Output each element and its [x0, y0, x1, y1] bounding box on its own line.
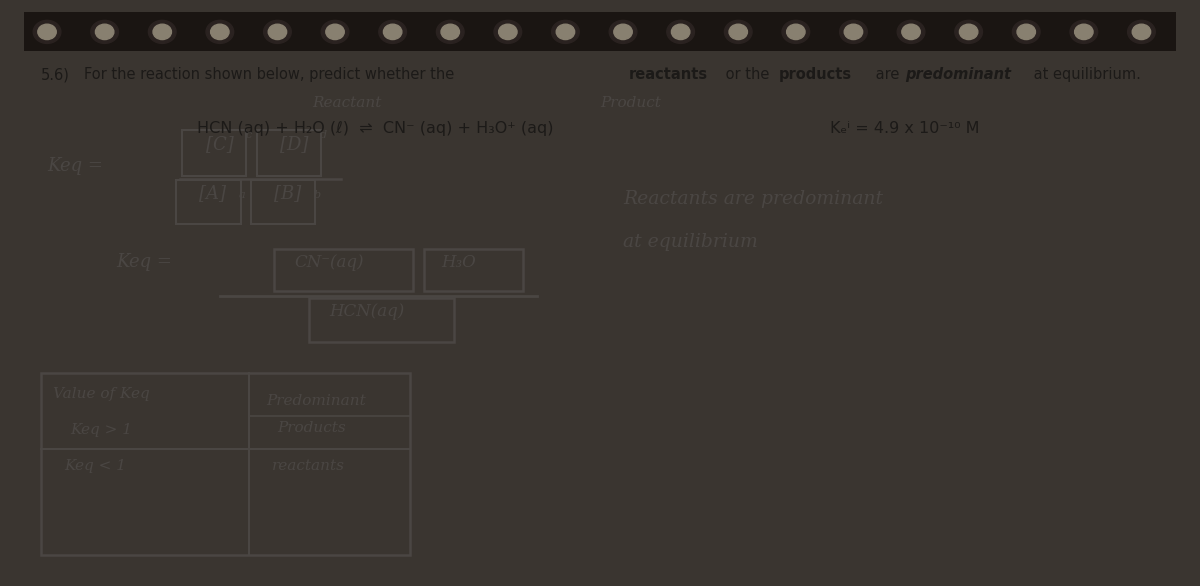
Circle shape: [442, 24, 460, 40]
Text: predominant: predominant: [905, 67, 1012, 83]
Circle shape: [154, 24, 172, 40]
Text: HCN (aq) + H₂O (ℓ)  ⇌  CN⁻ (aq) + H₃O⁺ (aq): HCN (aq) + H₂O (ℓ) ⇌ CN⁻ (aq) + H₃O⁺ (aq…: [197, 121, 553, 136]
Circle shape: [614, 24, 632, 40]
Text: at equilibrium.: at equilibrium.: [1028, 67, 1140, 83]
Text: [B]: [B]: [274, 185, 301, 203]
Bar: [24, 12, 1176, 51]
Circle shape: [1075, 24, 1093, 40]
Circle shape: [898, 21, 925, 43]
Circle shape: [552, 21, 580, 43]
Circle shape: [840, 21, 868, 43]
Circle shape: [787, 24, 805, 40]
Text: c: c: [245, 130, 252, 140]
Circle shape: [326, 24, 344, 40]
Circle shape: [96, 24, 114, 40]
Text: Reactants are predominant: Reactants are predominant: [623, 190, 883, 208]
Text: CN⁻(aq): CN⁻(aq): [295, 254, 365, 271]
Circle shape: [1128, 21, 1156, 43]
Circle shape: [902, 24, 920, 40]
Circle shape: [384, 24, 402, 40]
Circle shape: [1013, 21, 1040, 43]
Text: [A]: [A]: [199, 185, 226, 203]
Text: a: a: [239, 190, 245, 200]
Circle shape: [960, 24, 978, 40]
Text: H₃O: H₃O: [442, 254, 475, 271]
Text: at equilibrium: at equilibrium: [623, 233, 757, 251]
Text: or the: or the: [721, 67, 774, 83]
Text: b: b: [313, 190, 320, 200]
Text: Products: Products: [277, 421, 346, 435]
Circle shape: [1070, 21, 1098, 43]
Circle shape: [322, 21, 349, 43]
Text: reactants: reactants: [271, 459, 344, 473]
Circle shape: [38, 24, 56, 40]
Text: products: products: [779, 67, 852, 83]
Circle shape: [269, 24, 287, 40]
Circle shape: [149, 21, 176, 43]
Circle shape: [845, 24, 863, 40]
Circle shape: [557, 24, 575, 40]
Text: Keq > 1: Keq > 1: [70, 423, 132, 437]
Text: Keq < 1: Keq < 1: [65, 459, 126, 473]
Circle shape: [91, 21, 119, 43]
Text: Predominant: Predominant: [266, 394, 366, 408]
Circle shape: [437, 21, 464, 43]
Text: reactants: reactants: [629, 67, 708, 83]
Circle shape: [725, 21, 752, 43]
Circle shape: [264, 21, 292, 43]
Bar: [41, 373, 410, 555]
Circle shape: [955, 21, 983, 43]
Circle shape: [379, 21, 407, 43]
Text: HCN(aq): HCN(aq): [329, 302, 404, 319]
Text: [C]: [C]: [206, 135, 234, 152]
Text: 5.6): 5.6): [41, 67, 70, 83]
Circle shape: [610, 21, 637, 43]
Circle shape: [34, 21, 61, 43]
Text: Reactant: Reactant: [312, 96, 382, 110]
Circle shape: [494, 21, 522, 43]
Circle shape: [672, 24, 690, 40]
Text: d: d: [320, 130, 328, 140]
Text: Kₑⁱ = 4.9 x 10⁻¹⁰ M: Kₑⁱ = 4.9 x 10⁻¹⁰ M: [830, 121, 980, 136]
Text: Product: Product: [600, 96, 661, 110]
Circle shape: [667, 21, 695, 43]
Circle shape: [499, 24, 517, 40]
Circle shape: [782, 21, 810, 43]
Circle shape: [1018, 24, 1036, 40]
Circle shape: [730, 24, 748, 40]
Circle shape: [211, 24, 229, 40]
Text: [D]: [D]: [280, 135, 308, 152]
Text: Value of Keq: Value of Keq: [53, 387, 150, 401]
Text: Keq =: Keq =: [47, 156, 103, 175]
Text: are: are: [871, 67, 904, 83]
Circle shape: [206, 21, 234, 43]
Text: Keq =: Keq =: [116, 253, 172, 271]
Text: For the reaction shown below, predict whether the: For the reaction shown below, predict wh…: [84, 67, 458, 83]
Circle shape: [1133, 24, 1151, 40]
